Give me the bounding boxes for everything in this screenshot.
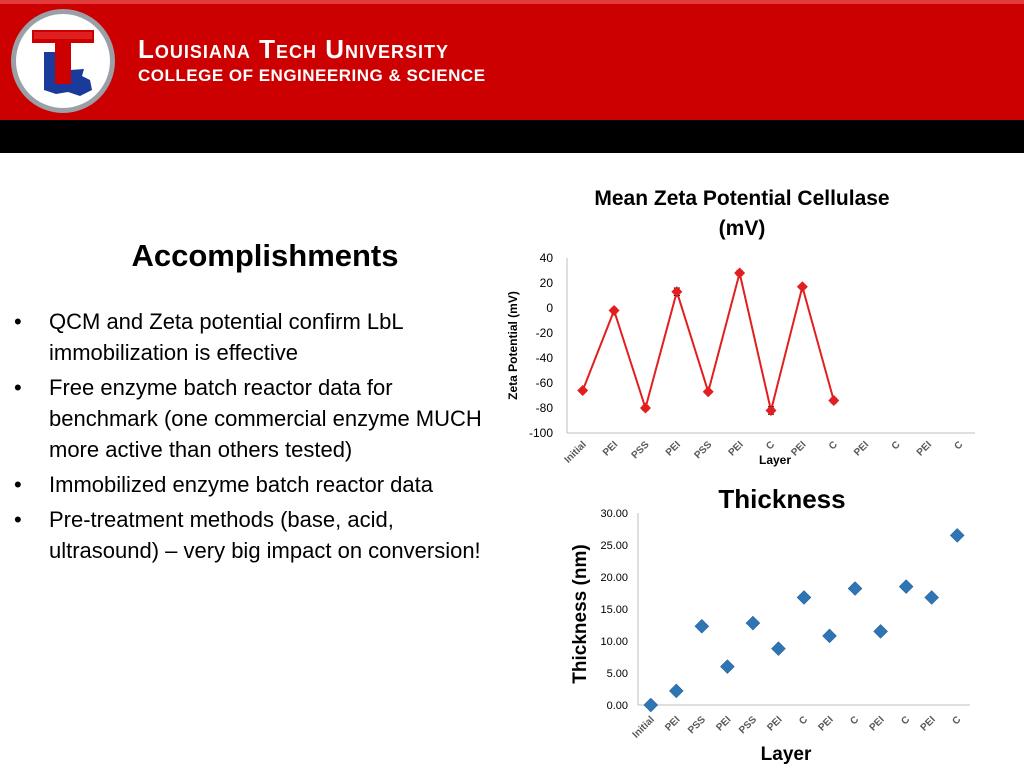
data-point xyxy=(643,697,659,713)
y-tick-label: 15.00 xyxy=(600,604,628,616)
bullet-list: QCM and Zeta potential confirm LbL immob… xyxy=(14,306,494,570)
x-tick-label: Initial xyxy=(631,714,657,740)
data-point xyxy=(702,386,714,398)
chart-title: (mV) xyxy=(719,217,766,240)
college-name: COLLEGE OF ENGINEERING & SCIENCE xyxy=(138,66,486,85)
y-tick-label: 40 xyxy=(540,251,554,265)
data-point xyxy=(608,305,620,316)
data-point xyxy=(639,402,651,414)
y-tick-label: -20 xyxy=(536,326,554,340)
bullet-item: Immobilized enzyme batch reactor data xyxy=(14,469,494,500)
data-point xyxy=(734,267,746,279)
data-point xyxy=(668,683,684,699)
y-tick-label: 0.00 xyxy=(607,700,628,712)
x-tick-label: PEI xyxy=(714,714,733,733)
data-point xyxy=(720,659,735,674)
y-tick-label: 20.00 xyxy=(600,572,628,584)
x-tick-label: PSS xyxy=(737,714,759,736)
x-tick-label: C xyxy=(797,714,810,727)
bullet-item: Pre-treatment methods (base, acid, ultra… xyxy=(14,504,494,566)
data-point xyxy=(796,281,808,293)
data-point xyxy=(771,641,786,657)
x-tick-label: PEI xyxy=(919,714,938,733)
data-point xyxy=(847,581,863,596)
chart-title: Thickness xyxy=(718,484,845,514)
data-point xyxy=(745,615,761,631)
university-name: Louisiana Tech University xyxy=(138,34,450,64)
x-tick-label: PSS xyxy=(686,714,708,736)
bullet-item: Free enzyme batch reactor data for bench… xyxy=(14,372,494,465)
y-tick-label: -80 xyxy=(536,401,554,415)
x-tick-label: C xyxy=(848,714,861,727)
y-tick-label: -60 xyxy=(536,376,554,390)
y-axis-label: Zeta Potential (mV) xyxy=(506,291,520,400)
x-axis-label: Layer xyxy=(761,744,812,765)
data-point xyxy=(694,618,710,634)
data-point xyxy=(822,628,837,644)
header-top-rule xyxy=(0,0,1024,4)
header-black-bar xyxy=(0,120,1024,153)
university-logo xyxy=(11,9,115,113)
x-tick-label: C xyxy=(899,714,912,727)
data-point xyxy=(873,624,888,639)
y-tick-label: 30.00 xyxy=(600,508,628,520)
x-tick-label: PEI xyxy=(868,714,887,733)
y-tick-label: 5.00 xyxy=(607,668,628,680)
y-tick-label: 10.00 xyxy=(600,636,628,648)
y-tick-label: 20 xyxy=(540,276,554,290)
y-tick-label: -40 xyxy=(536,351,554,365)
data-point xyxy=(671,286,683,298)
slide-heading: Accomplishments xyxy=(131,238,399,273)
bullet-item: QCM and Zeta potential confirm LbL immob… xyxy=(14,306,494,368)
data-point xyxy=(924,590,940,605)
header-banner: Louisiana Tech University COLLEGE OF ENG… xyxy=(0,0,1024,120)
data-point xyxy=(949,528,965,543)
x-tick-label: PEI xyxy=(765,714,784,733)
x-tick-label: C xyxy=(950,714,963,727)
x-tick-label: PEI xyxy=(663,714,682,733)
data-point xyxy=(796,590,812,605)
y-tick-label: -100 xyxy=(529,426,553,440)
data-point xyxy=(577,385,589,396)
y-tick-label: 0 xyxy=(546,301,553,315)
x-tick-label: PEI xyxy=(816,714,835,733)
data-point xyxy=(765,405,777,416)
x-axis-label: Layer xyxy=(759,453,791,467)
chart-title: Mean Zeta Potential Cellulase xyxy=(594,187,889,210)
data-point xyxy=(828,395,840,406)
y-axis-label: Thickness (nm) xyxy=(570,544,591,683)
y-tick-label: 25.00 xyxy=(600,540,628,552)
data-point xyxy=(898,579,914,594)
